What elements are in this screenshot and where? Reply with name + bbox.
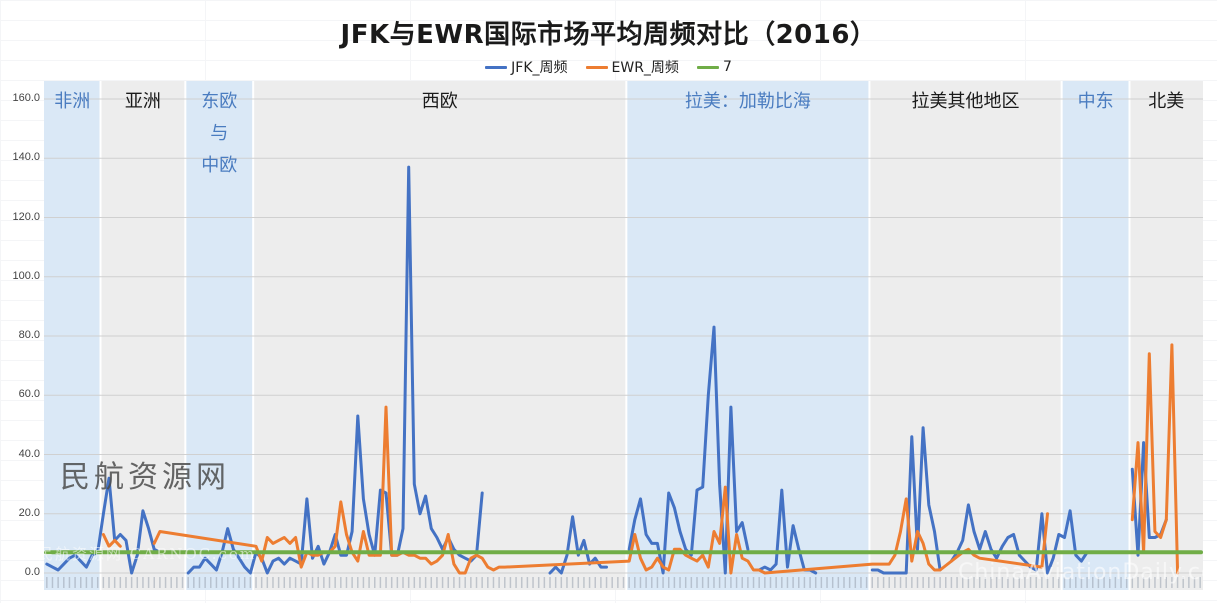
legend-item-threshold: 7 — [696, 57, 732, 77]
region-label: 非洲 — [54, 91, 91, 112]
legend-item-jfk: JFK_周频 — [485, 57, 568, 77]
region-label: 北美 — [1148, 91, 1185, 112]
region-label: 亚洲 — [124, 91, 161, 112]
series-line-jfk — [949, 503, 1089, 575]
legend-swatch-jfk — [485, 65, 508, 69]
watermark-main: 民航资源网 — [60, 460, 230, 495]
series-line-ewr — [1130, 343, 1180, 575]
series-line-jfk — [45, 476, 168, 575]
region-label: 西欧 — [421, 91, 458, 112]
y-tick-label: 20.0 — [18, 506, 40, 519]
y-tick-label: 100.0 — [12, 269, 40, 282]
chart-legend: JFK_周频 EWR_周频 7 — [0, 57, 1217, 77]
watermark-bottom-right: ChinaAviationDaily.com — [958, 560, 1217, 585]
legend-label-ewr: EWR_周频 — [611, 60, 679, 76]
y-tick-label: 120.0 — [12, 210, 40, 223]
y-tick-label: 40.0 — [18, 447, 40, 460]
region-label: 东欧与中欧 — [201, 91, 238, 176]
legend-label-jfk: JFK_周频 — [511, 60, 568, 76]
y-tick-label: 0.0 — [24, 566, 40, 578]
y-tick-label: 160.0 — [12, 92, 40, 104]
region-label: 拉美：加勒比海 — [684, 91, 811, 112]
legend-swatch-threshold — [696, 65, 719, 69]
watermark-small-left: 民航资源网 CARNOC.com — [38, 545, 257, 563]
y-tick-label: 60.0 — [18, 388, 40, 401]
legend-label-threshold: 7 — [722, 59, 732, 75]
region-label: 拉美其他地区 — [911, 91, 1020, 112]
legend-swatch-ewr — [585, 65, 608, 69]
region-label: 中东 — [1077, 91, 1114, 112]
series-line-ewr — [101, 533, 122, 548]
legend-item-ewr: EWR_周频 — [585, 57, 679, 77]
y-tick-label: 140.0 — [12, 151, 40, 164]
chart-title: JFK与EWR国际市场平均周频对比（2016） — [340, 20, 877, 50]
y-tick-label: 80.0 — [18, 329, 40, 341]
series-line-jfk — [870, 426, 942, 575]
